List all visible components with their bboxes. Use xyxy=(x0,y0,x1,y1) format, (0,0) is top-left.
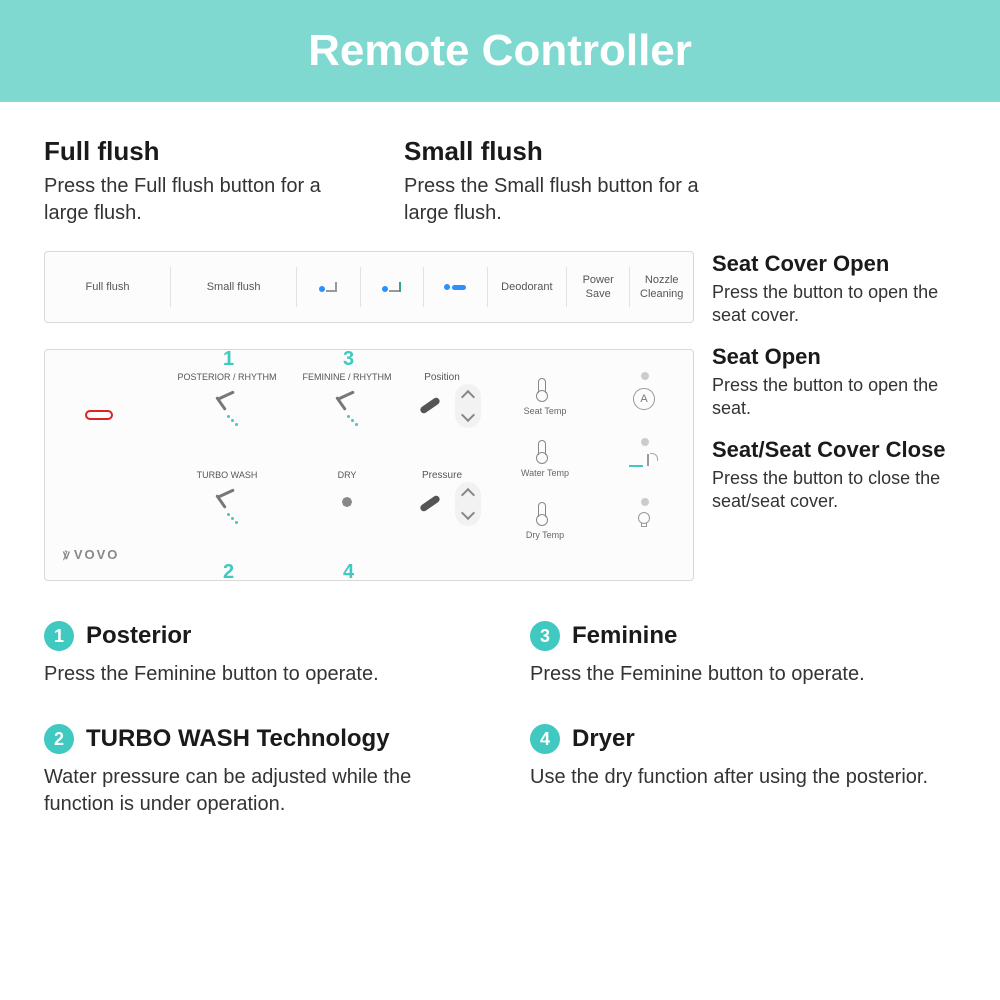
feminine-icon[interactable] xyxy=(329,388,363,422)
bottom-features: 1 Posterior Press the Feminine button to… xyxy=(44,621,956,818)
badge-number: 4 xyxy=(530,724,560,754)
desc: Press the button to open the seat. xyxy=(712,374,956,421)
full-flush-block: Full flush Press the Full flush button f… xyxy=(44,136,344,227)
side-seat-cover-open: Seat Cover Open Press the button to open… xyxy=(712,251,956,328)
btn-seat-open[interactable] xyxy=(360,267,424,307)
badge-number: 2 xyxy=(44,724,74,754)
header-banner: Remote Controller xyxy=(0,0,1000,102)
label-l1: Power xyxy=(583,274,614,286)
auto-icon[interactable]: A xyxy=(633,388,655,410)
label-l2: Save xyxy=(586,288,611,300)
desc: Press the button to close the seat/seat … xyxy=(712,467,956,514)
feature-feminine: 3 Feminine Press the Feminine button to … xyxy=(530,621,956,688)
chevron-up-icon[interactable] xyxy=(459,488,477,498)
seat-angle-icon[interactable] xyxy=(629,454,662,472)
feature-title: Dryer xyxy=(572,725,635,753)
label-position: Position xyxy=(407,372,477,383)
indicator-dot xyxy=(641,372,649,380)
chevron-down-icon[interactable] xyxy=(459,412,477,422)
stop-icon[interactable] xyxy=(85,410,113,420)
position-up-down[interactable] xyxy=(455,384,481,428)
thermometer-icon[interactable] xyxy=(535,378,549,402)
feature-title: Feminine xyxy=(572,622,677,650)
remote-main-panel: 1 3 2 4 POSTERIOR / RHYTHM FEMININE / RH… xyxy=(44,349,694,581)
btn-seat-close[interactable] xyxy=(423,267,487,307)
full-flush-desc: Press the Full flush button for a large … xyxy=(44,173,344,227)
label: Full flush xyxy=(86,281,130,293)
content-area: Full flush Press the Full flush button f… xyxy=(0,102,1000,818)
fan-icon[interactable] xyxy=(333,488,361,516)
btn-deodorant[interactable]: Deodorant xyxy=(487,267,566,307)
label: Deodorant xyxy=(501,281,552,293)
full-flush-title: Full flush xyxy=(44,136,344,167)
chevron-up-icon[interactable] xyxy=(459,390,477,400)
label-seat-temp: Seat Temp xyxy=(515,406,575,416)
feature-posterior: 1 Posterior Press the Feminine button to… xyxy=(44,621,470,688)
btn-power-save[interactable]: Power Save xyxy=(566,267,630,307)
label-turbo: TURBO WASH xyxy=(177,470,277,480)
feature-desc: Water pressure can be adjusted while the… xyxy=(44,764,470,818)
feature-desc: Press the Feminine button to operate. xyxy=(44,661,470,688)
feature-title: Posterior xyxy=(86,622,191,650)
label-dry: DRY xyxy=(297,470,397,480)
badge-number: 3 xyxy=(530,621,560,651)
label-l1: Nozzle xyxy=(645,274,679,286)
position-icon xyxy=(415,390,445,420)
title: Seat/Seat Cover Close xyxy=(712,437,956,463)
turbo-icon[interactable] xyxy=(209,486,243,520)
thermometer-icon[interactable] xyxy=(535,502,549,526)
side-descriptions: Seat Cover Open Press the button to open… xyxy=(712,251,956,529)
seat-open-icon xyxy=(319,282,337,292)
chevron-down-icon[interactable] xyxy=(459,510,477,520)
label-dry-temp: Dry Temp xyxy=(515,530,575,540)
indicator-dot xyxy=(641,438,649,446)
feature-title: TURBO WASH Technology xyxy=(86,725,390,753)
feature-turbo: 2 TURBO WASH Technology Water pressure c… xyxy=(44,724,470,818)
feature-dryer: 4 Dryer Use the dry function after using… xyxy=(530,724,956,818)
label-pressure: Pressure xyxy=(407,470,477,481)
small-flush-title: Small flush xyxy=(404,136,704,167)
title: Seat Cover Open xyxy=(712,251,956,277)
mid-section: Full flush Small flush xyxy=(44,251,956,581)
callout-3: 3 xyxy=(343,348,354,371)
small-flush-block: Small flush Press the Small flush button… xyxy=(404,136,704,227)
callout-4: 4 xyxy=(343,561,354,584)
callout-2: 2 xyxy=(223,561,234,584)
seat-open-icon xyxy=(382,282,401,292)
btn-nozzle-cleaning[interactable]: Nozzle Cleaning xyxy=(629,267,693,307)
thermometer-icon[interactable] xyxy=(535,440,549,464)
pressure-icon xyxy=(415,488,445,518)
callout-1: 1 xyxy=(223,348,234,371)
feature-desc: Press the Feminine button to operate. xyxy=(530,661,956,688)
label-l2: Cleaning xyxy=(640,288,683,300)
badge-number: 1 xyxy=(44,621,74,651)
label-feminine: FEMININE / RHYTHM xyxy=(297,372,397,382)
brand-logo: ℣VOVO xyxy=(63,547,119,562)
top-descriptions: Full flush Press the Full flush button f… xyxy=(44,136,956,227)
btn-small-flush[interactable]: Small flush xyxy=(170,267,296,307)
label: Small flush xyxy=(207,281,261,293)
btn-full-flush[interactable]: Full flush xyxy=(45,267,170,307)
remote-panels: Full flush Small flush xyxy=(44,251,694,581)
side-seat-open: Seat Open Press the button to open the s… xyxy=(712,344,956,421)
label-posterior: POSTERIOR / RHYTHM xyxy=(177,372,277,382)
desc: Press the button to open the seat cover. xyxy=(712,281,956,328)
small-flush-desc: Press the Small flush button for a large… xyxy=(404,173,704,227)
seat-close-icon xyxy=(444,284,466,290)
side-seat-close: Seat/Seat Cover Close Press the button t… xyxy=(712,437,956,514)
feature-desc: Use the dry function after using the pos… xyxy=(530,764,956,791)
title: Seat Open xyxy=(712,344,956,370)
posterior-icon[interactable] xyxy=(209,388,243,422)
label-water-temp: Water Temp xyxy=(515,468,575,478)
page-title: Remote Controller xyxy=(0,26,1000,76)
remote-top-panel: Full flush Small flush xyxy=(44,251,694,323)
btn-seat-cover-open[interactable] xyxy=(296,267,360,307)
light-icon[interactable] xyxy=(635,512,653,530)
indicator-dot xyxy=(641,498,649,506)
pressure-up-down[interactable] xyxy=(455,482,481,526)
